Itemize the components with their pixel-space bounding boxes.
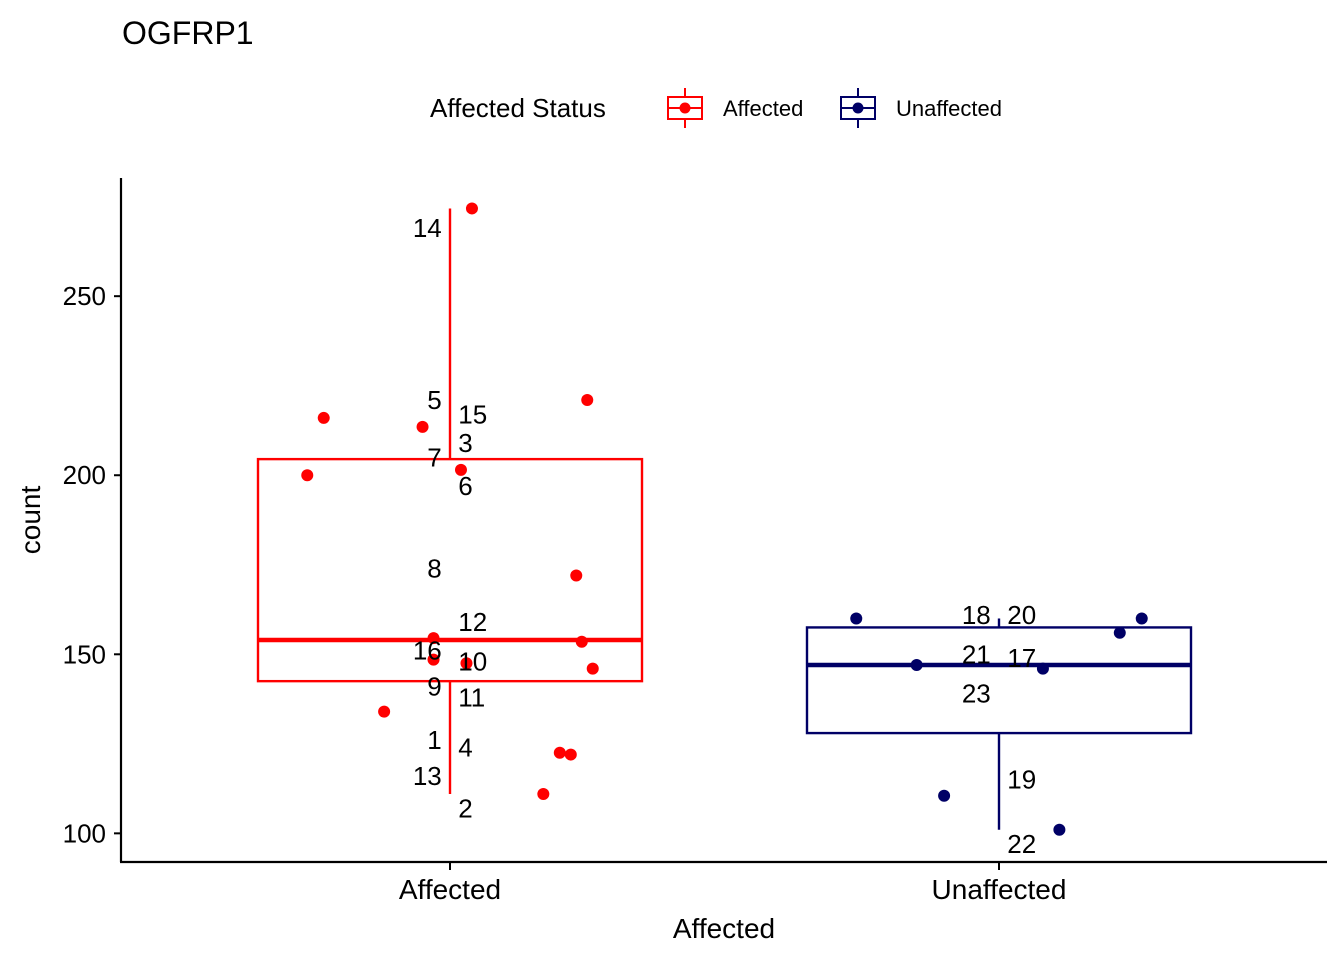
iqr-box-affected: [256, 457, 644, 683]
point-label-9: 9: [427, 672, 441, 702]
point-1: [378, 705, 391, 718]
point-label-8: 8: [427, 553, 441, 583]
point-10: [460, 657, 473, 670]
point-14: [465, 202, 478, 215]
legend-key-affected: [667, 88, 703, 128]
legend-label-affected: Affected: [723, 96, 803, 121]
point-label-3: 3: [458, 428, 472, 458]
point-16: [427, 632, 440, 645]
point-label-21: 21: [962, 639, 991, 669]
point-label-15: 15: [458, 399, 487, 429]
axes: 100 150 200 250 Affected Unaffected Affected…: [15, 178, 1327, 944]
point-label-7: 7: [427, 442, 441, 472]
point-label-4: 4: [458, 732, 472, 762]
box-affected: [256, 208, 644, 794]
point-15: [317, 411, 330, 424]
y-ticks: 100 150 200 250: [63, 281, 121, 848]
point-4: [564, 748, 577, 761]
point-13: [553, 746, 566, 759]
point-label-12: 12: [458, 607, 487, 637]
point-label-6: 6: [458, 471, 472, 501]
point-label-11: 11: [458, 682, 485, 712]
point-label-5: 5: [427, 385, 441, 415]
point-label-2: 2: [458, 793, 472, 823]
point-5: [416, 420, 429, 433]
y-tick-label-150: 150: [63, 639, 106, 669]
legend: Affected Status Affected Unaffected: [430, 88, 1002, 128]
point-19: [938, 789, 951, 802]
point-2: [537, 787, 550, 800]
point-6: [454, 463, 467, 476]
point-label-16: 16: [413, 636, 442, 666]
x-axis-label: Affected: [673, 913, 775, 944]
point-label-22: 22: [1007, 829, 1036, 859]
point-21: [910, 659, 923, 672]
x-tick-label-unaffected: Unaffected: [932, 874, 1067, 905]
point-label-17: 17: [1007, 643, 1036, 673]
y-tick-label-100: 100: [63, 818, 106, 848]
point-8: [570, 569, 583, 582]
point-label-10: 10: [458, 646, 487, 676]
point-3: [581, 394, 594, 407]
point-label-14: 14: [413, 213, 442, 243]
legend-label-unaffected: Unaffected: [896, 96, 1002, 121]
legend-key-affected-dot: [679, 102, 691, 114]
point-label-13: 13: [413, 761, 442, 791]
iqr-box-unaffected: [805, 626, 1193, 735]
point-label-18: 18: [962, 600, 991, 630]
point-17: [1036, 662, 1049, 675]
box-unaffected: [805, 618, 1193, 830]
y-tick-label-200: 200: [63, 460, 106, 490]
point-label-1: 1: [427, 725, 441, 755]
point-label-19: 19: [1007, 765, 1036, 795]
point-11: [586, 662, 599, 675]
y-tick-label-250: 250: [63, 281, 106, 311]
legend-title: Affected Status: [430, 93, 606, 123]
data-points: [301, 202, 1148, 836]
x-ticks: Affected Unaffected: [399, 862, 1067, 905]
point-12: [575, 635, 588, 648]
point-22: [1053, 823, 1066, 836]
chart-title: OGFRP1: [122, 15, 254, 51]
legend-key-unaffected-dot: [852, 102, 864, 114]
point-7: [301, 469, 314, 482]
point-23: [1113, 626, 1126, 639]
point-label-23: 23: [962, 679, 991, 709]
point-20: [1135, 612, 1148, 625]
point-9: [427, 653, 440, 666]
legend-key-unaffected: [840, 88, 876, 128]
x-tick-label-affected: Affected: [399, 874, 501, 905]
point-18: [850, 612, 863, 625]
y-axis-label: count: [15, 486, 46, 555]
point-label-20: 20: [1007, 600, 1036, 630]
